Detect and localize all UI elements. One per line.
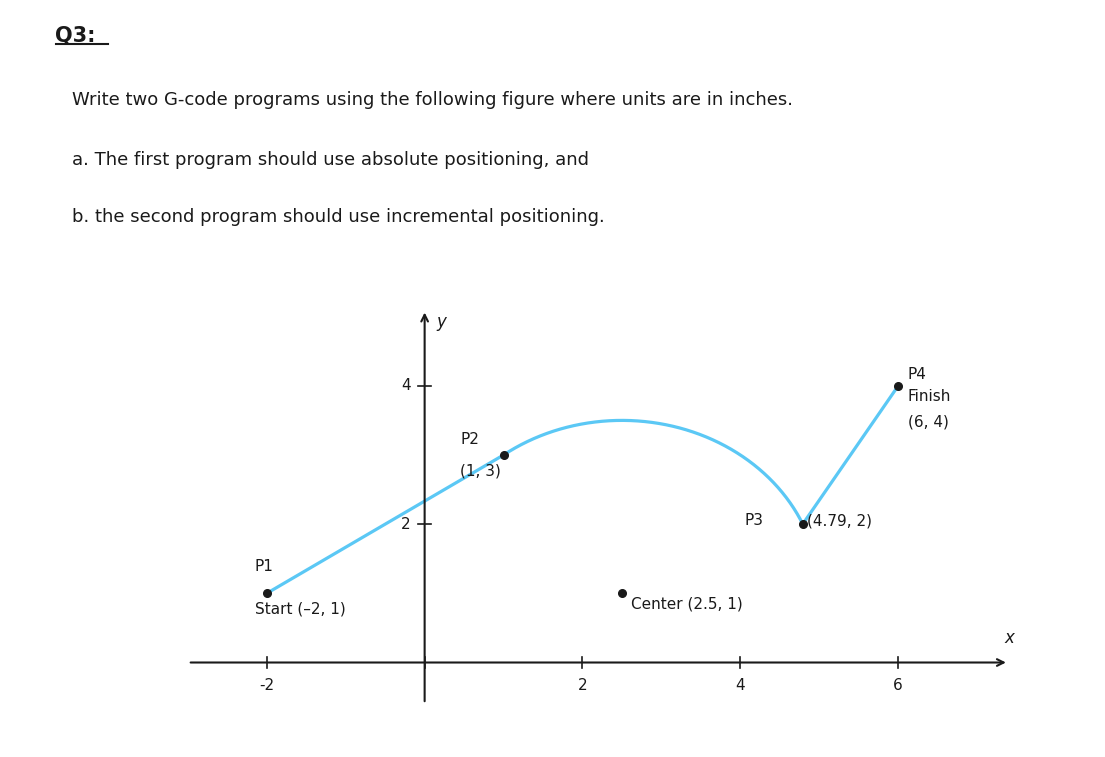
Text: b. the second program should use incremental positioning.: b. the second program should use increme… [72, 208, 604, 226]
Text: 2: 2 [578, 678, 587, 693]
Text: x: x [1004, 629, 1014, 647]
Text: -2: -2 [260, 678, 274, 693]
Text: Finish: Finish [907, 389, 951, 404]
Text: y: y [436, 313, 446, 331]
Text: P1: P1 [255, 559, 274, 574]
Text: 4: 4 [736, 678, 745, 693]
Text: Center (2.5, 1): Center (2.5, 1) [631, 597, 744, 612]
Text: (1, 3): (1, 3) [460, 463, 501, 478]
Text: P2: P2 [460, 431, 480, 447]
Text: 2: 2 [401, 517, 410, 531]
Text: Start (–2, 1): Start (–2, 1) [255, 602, 346, 617]
Text: 4: 4 [401, 378, 410, 394]
Text: 6: 6 [893, 678, 903, 693]
Text: Q3:: Q3: [55, 26, 96, 46]
Text: P3: P3 [745, 513, 764, 528]
Text: a. The first program should use absolute positioning, and: a. The first program should use absolute… [72, 151, 589, 170]
Text: (6, 4): (6, 4) [907, 415, 948, 430]
Text: P4: P4 [907, 367, 927, 382]
Text: (4.79, 2): (4.79, 2) [807, 513, 872, 528]
Text: Write two G-code programs using the following figure where units are in inches.: Write two G-code programs using the foll… [72, 91, 792, 109]
